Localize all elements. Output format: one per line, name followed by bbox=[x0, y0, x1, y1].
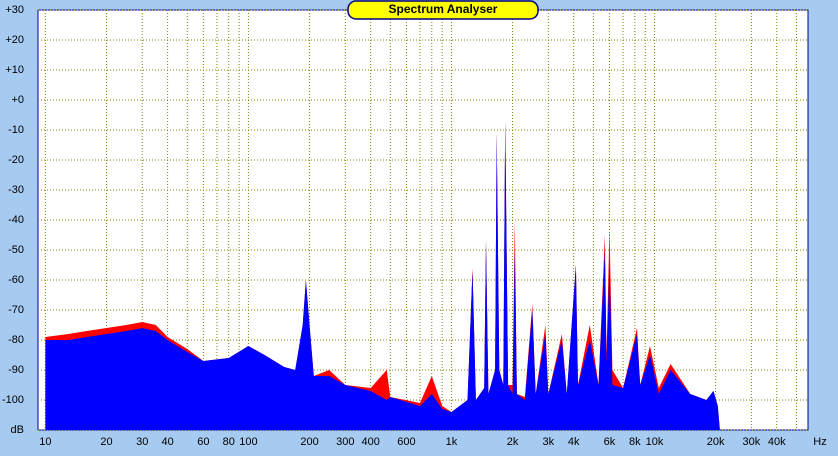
y-tick-label: dB bbox=[11, 424, 24, 436]
y-tick-label: -60 bbox=[8, 274, 24, 286]
y-tick-label: -90 bbox=[8, 364, 24, 376]
x-tick-label: 600 bbox=[397, 436, 415, 448]
x-tick-label: 1k bbox=[446, 436, 458, 448]
x-tick-label: 4k bbox=[568, 436, 580, 448]
chart-title: Spectrum Analyser bbox=[389, 2, 498, 16]
y-tick-label: +30 bbox=[5, 4, 24, 16]
x-tick-label: 10 bbox=[39, 436, 51, 448]
x-tick-label: 40 bbox=[161, 436, 173, 448]
x-tick-label: 30 bbox=[136, 436, 148, 448]
y-tick-label: -100 bbox=[2, 394, 24, 406]
title-box bbox=[347, 0, 539, 20]
y-tick-label: -20 bbox=[8, 154, 24, 166]
x-tick-label: 400 bbox=[361, 436, 379, 448]
y-tick-label: -30 bbox=[8, 184, 24, 196]
x-tick-label: 40k bbox=[768, 436, 786, 448]
x-tick-label: 60 bbox=[197, 436, 209, 448]
x-tick-label: 80 bbox=[223, 436, 235, 448]
y-tick-label: +20 bbox=[5, 34, 24, 46]
marks bbox=[38, 9, 808, 431]
x-tick-label: 20 bbox=[100, 436, 112, 448]
x-tick-label: 30k bbox=[743, 436, 761, 448]
x-tick-label: 3k bbox=[543, 436, 555, 448]
y-tick-label: -40 bbox=[8, 214, 24, 226]
y-tick-label: -50 bbox=[8, 244, 24, 256]
y-tick-label: -80 bbox=[8, 334, 24, 346]
y-tick-label: +10 bbox=[5, 64, 24, 76]
x-tick-label: 100 bbox=[239, 436, 257, 448]
x-tick-label: 20k bbox=[707, 436, 725, 448]
y-tick-label: -70 bbox=[8, 304, 24, 316]
x-tick-label: 200 bbox=[300, 436, 318, 448]
y-tick-label: -10 bbox=[8, 124, 24, 136]
x-tick-label: 10k bbox=[646, 436, 664, 448]
spectrum-area bbox=[45, 121, 720, 430]
x-tick-label: 300 bbox=[336, 436, 354, 448]
x-tick-label: 6k bbox=[604, 436, 616, 448]
y-tick-label: +0 bbox=[11, 94, 24, 106]
x-tick-label: 2k bbox=[507, 436, 519, 448]
x-axis-label: Hz bbox=[813, 436, 826, 448]
x-tick-label: 8k bbox=[629, 436, 641, 448]
